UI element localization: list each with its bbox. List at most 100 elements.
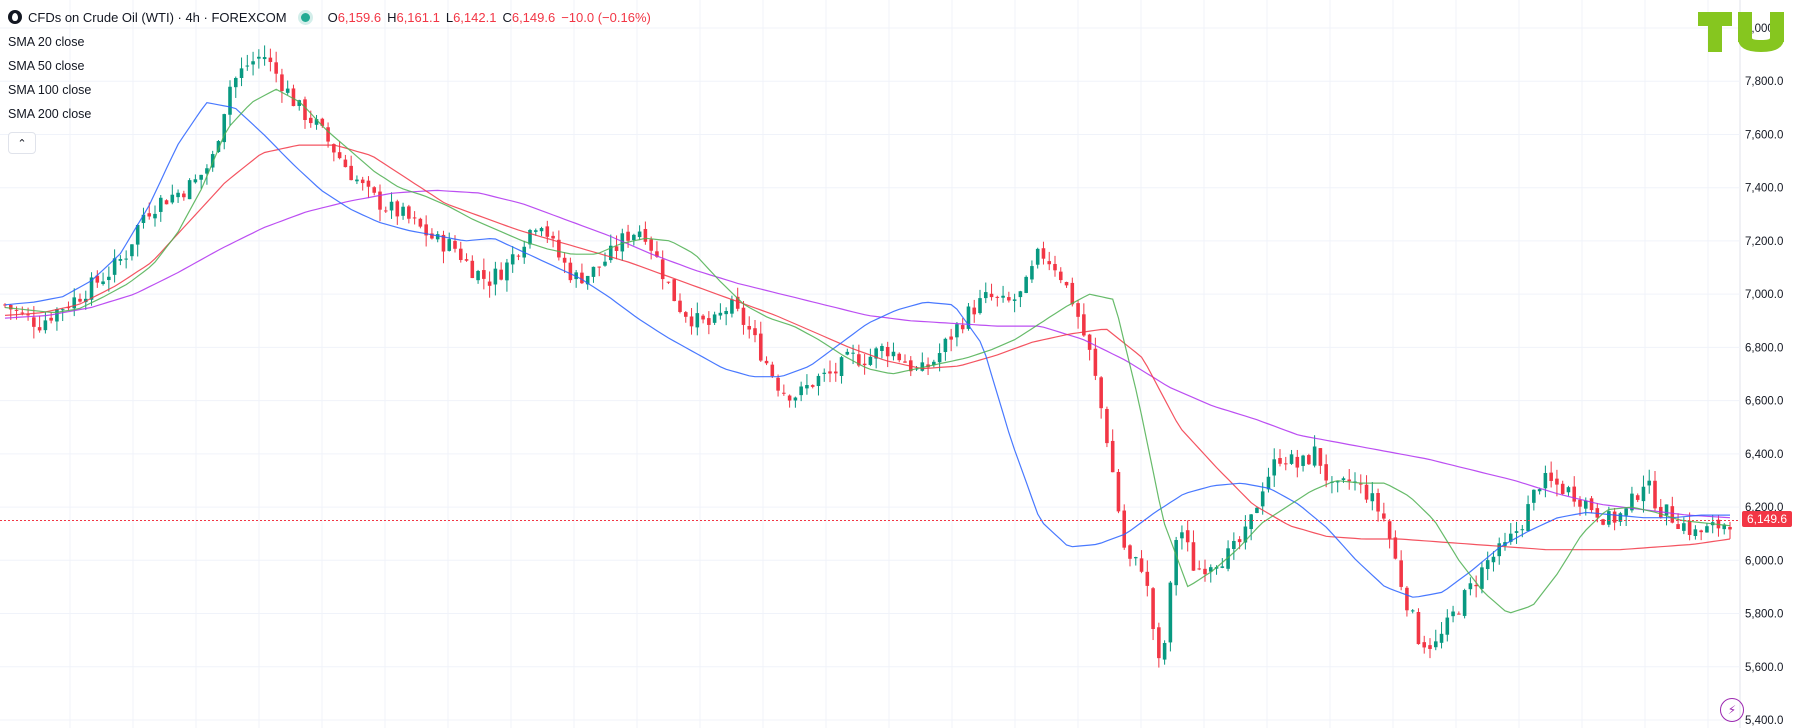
collapse-button[interactable]: ⌃ (8, 132, 36, 154)
candle-body (239, 68, 244, 78)
candle-body (424, 224, 428, 236)
candle-body (1082, 314, 1086, 336)
candle-body (753, 328, 757, 336)
candle-body (891, 351, 896, 357)
candle-body (1168, 582, 1173, 643)
candle-body (1237, 539, 1242, 543)
candle-body (1295, 456, 1300, 468)
candle-body (245, 65, 250, 67)
candle-body (1035, 248, 1040, 265)
candle-body (228, 86, 232, 115)
candle-body (585, 275, 590, 285)
candle-body (805, 385, 809, 389)
candle-body (1266, 476, 1271, 490)
candle-body (66, 307, 71, 309)
candle-body (1491, 556, 1496, 563)
candle-body (210, 154, 215, 168)
candle-body (839, 357, 844, 376)
candle-body (822, 372, 827, 374)
candle-body (1053, 263, 1057, 271)
candle-body (620, 233, 625, 252)
candle-body (1410, 610, 1415, 612)
candle-body (557, 239, 561, 258)
candle-body (787, 395, 792, 401)
candle-body (493, 268, 498, 285)
candle-body (60, 309, 65, 311)
candle-body (291, 88, 296, 107)
candle-body (1180, 532, 1184, 539)
candle-body (1030, 266, 1034, 280)
candle-body (955, 324, 959, 338)
candle-body (1064, 281, 1069, 286)
candle-body (1347, 479, 1352, 482)
candle-body (885, 346, 890, 357)
candle-body (1191, 542, 1196, 571)
candle-body (741, 307, 746, 325)
lightning-icon[interactable]: ⚡ (1720, 698, 1744, 722)
candle-body (337, 152, 342, 159)
open-label: O (327, 9, 338, 25)
candle-body (1226, 548, 1230, 569)
symbol-header[interactable]: CFDs on Crude Oil (WTI) · 4h · FOREXCOM … (8, 8, 651, 26)
candle-body (1693, 529, 1698, 536)
candle-body (897, 353, 902, 361)
price-axis[interactable]: 5,400.0 5,600.0 5,800.0 6,000.0 6,200.0 6,400… (1745, 23, 1783, 727)
candle-body (430, 233, 434, 239)
change-value: −10.0 (−0.16%) (561, 9, 651, 25)
candle-body (626, 231, 630, 241)
close-label: C (502, 9, 512, 25)
candle-body (1255, 507, 1259, 514)
candle-body (1682, 523, 1686, 531)
candle-body (1526, 504, 1530, 531)
candle-body (776, 377, 780, 391)
candle-body (516, 255, 521, 257)
candle-body (1278, 458, 1282, 464)
indicator-sma100[interactable]: SMA 100 close (8, 83, 92, 97)
candle-body (1641, 486, 1646, 502)
candle-body (141, 214, 146, 224)
price-tick-label: 6,200.0 (1745, 502, 1783, 514)
candle-body (1128, 545, 1132, 559)
indicator-sma50[interactable]: SMA 50 close (8, 59, 85, 73)
indicator-sma200[interactable]: SMA 200 close (8, 107, 92, 121)
candle-body (233, 77, 238, 88)
candle-body (1537, 489, 1542, 492)
tradingview-logo[interactable] (1696, 8, 1786, 61)
candle-body (1653, 480, 1657, 509)
candle-body (533, 230, 538, 232)
candle-body (476, 270, 480, 281)
candle-body (72, 297, 77, 309)
candle-body (1058, 271, 1063, 281)
candle-body (1474, 584, 1478, 587)
candle-body (383, 210, 388, 212)
candle-body (1318, 448, 1323, 466)
oil-drop-icon (8, 10, 22, 24)
candle-body (366, 180, 371, 187)
candle-body (643, 228, 648, 242)
candle-body (1514, 531, 1519, 533)
candle-body (649, 239, 653, 251)
candle-body (1393, 537, 1398, 559)
candle-body (124, 258, 128, 260)
candle-body (1185, 530, 1190, 543)
candle-body (983, 292, 988, 299)
candle-body (966, 306, 971, 329)
candle-body (470, 260, 475, 279)
last-price-badge: 6,149.6 (1742, 511, 1793, 528)
candle-body (1283, 463, 1288, 465)
candle-body (810, 385, 815, 387)
indicator-sma20[interactable]: SMA 20 close (8, 35, 85, 49)
candle-body (770, 364, 775, 377)
candle-body (251, 61, 255, 65)
candle-body (1249, 514, 1253, 530)
candle-body (164, 200, 169, 205)
price-tick-label: 7,600.0 (1745, 129, 1783, 141)
price-tick-label: 6,000.0 (1745, 555, 1783, 567)
candle-body (170, 194, 175, 203)
candle-body (764, 360, 769, 364)
candle-body (14, 309, 19, 311)
candle-body (1312, 446, 1317, 466)
candle-body (1041, 248, 1046, 259)
candle-body (978, 298, 982, 314)
